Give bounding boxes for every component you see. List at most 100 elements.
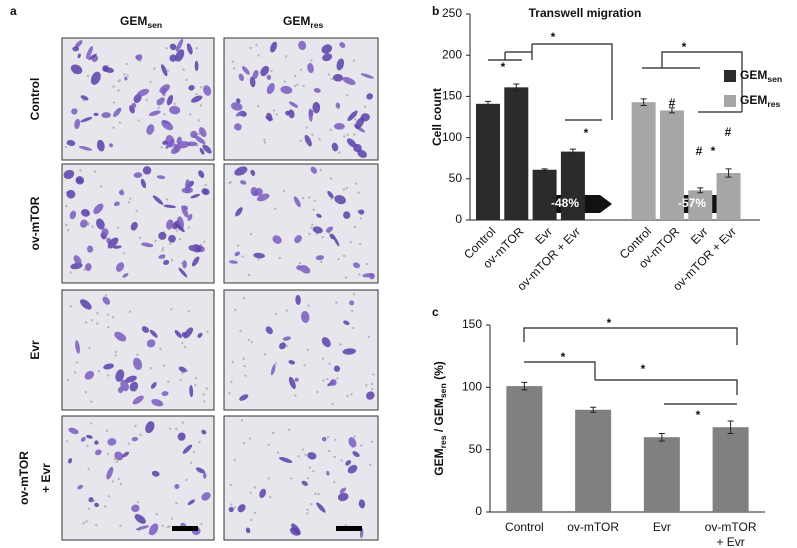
pore xyxy=(333,455,336,459)
cell xyxy=(63,169,75,179)
cell xyxy=(325,226,334,233)
cell xyxy=(142,166,152,175)
pore xyxy=(329,128,332,132)
cell xyxy=(131,102,137,109)
pore xyxy=(283,189,286,193)
pore xyxy=(250,518,253,522)
pore xyxy=(353,435,356,438)
pore xyxy=(183,345,187,349)
bracket xyxy=(523,327,738,345)
cell xyxy=(146,339,156,348)
pore xyxy=(175,229,179,232)
error-bar xyxy=(725,168,732,178)
pore xyxy=(83,268,86,272)
annotation: # xyxy=(696,144,703,158)
cell xyxy=(187,499,195,506)
pore xyxy=(97,369,101,373)
pore xyxy=(331,402,334,406)
pore xyxy=(283,80,287,83)
pore xyxy=(198,441,201,444)
cell xyxy=(321,44,333,54)
pore xyxy=(352,59,356,62)
cell xyxy=(96,139,105,152)
column-header-part: GEM xyxy=(120,14,147,28)
pore xyxy=(112,85,115,88)
pore xyxy=(85,520,88,523)
cell xyxy=(288,376,296,390)
pore xyxy=(314,492,317,495)
cell xyxy=(102,296,110,305)
cell xyxy=(334,195,346,205)
column-header: GEMsen xyxy=(120,14,162,30)
cell xyxy=(170,145,181,155)
pore xyxy=(336,377,339,380)
bracket xyxy=(504,43,613,120)
cell xyxy=(115,369,125,382)
cell xyxy=(109,143,113,148)
cell xyxy=(72,46,80,52)
micrograph xyxy=(61,415,215,541)
pore xyxy=(87,467,90,471)
pore xyxy=(106,313,110,317)
cell xyxy=(272,235,282,244)
pore xyxy=(350,309,354,313)
pore xyxy=(95,322,99,325)
cell xyxy=(90,71,101,85)
scale-bar xyxy=(172,526,198,531)
cell xyxy=(299,265,311,274)
pore xyxy=(170,308,173,311)
pore xyxy=(163,113,166,116)
pore xyxy=(306,348,309,352)
cell xyxy=(352,451,360,458)
pore xyxy=(306,508,309,511)
row-label-line: ov-mTOR xyxy=(17,451,31,505)
pore xyxy=(312,470,315,473)
annotation: -48% xyxy=(551,196,579,210)
legend-label-part: GEM xyxy=(740,68,767,82)
cell xyxy=(331,142,339,152)
pore xyxy=(159,347,162,351)
cell xyxy=(316,502,326,513)
cell xyxy=(329,379,337,386)
pore xyxy=(69,271,72,274)
pore xyxy=(308,196,311,199)
pore xyxy=(157,106,160,110)
cell xyxy=(117,386,124,394)
bar xyxy=(575,409,612,512)
cell xyxy=(201,492,211,501)
cell xyxy=(73,255,82,265)
pore xyxy=(234,308,237,312)
pore xyxy=(334,438,337,441)
pore xyxy=(320,260,323,263)
pore xyxy=(249,232,253,236)
cell xyxy=(185,179,191,194)
cell xyxy=(95,449,102,456)
cell xyxy=(161,64,168,77)
cell xyxy=(266,83,275,95)
cell xyxy=(146,124,155,135)
cell xyxy=(158,231,167,240)
y-tick-label: 200 xyxy=(442,47,462,61)
y-tick-label: 0 xyxy=(455,212,462,226)
cell xyxy=(198,127,207,138)
cell xyxy=(336,58,345,71)
bar xyxy=(712,427,749,512)
cell xyxy=(163,259,170,266)
cell xyxy=(237,504,246,513)
cell xyxy=(282,336,291,341)
cell xyxy=(342,348,356,355)
pore xyxy=(93,170,97,173)
cell xyxy=(253,252,265,259)
pore xyxy=(149,80,152,84)
cell xyxy=(71,108,78,115)
annotation: # xyxy=(725,125,732,139)
cell xyxy=(313,88,321,93)
cell xyxy=(254,187,263,196)
pore xyxy=(257,54,260,57)
pore xyxy=(169,242,172,246)
cell xyxy=(337,492,349,502)
annotation: * xyxy=(551,30,556,44)
pore xyxy=(119,482,123,486)
pore xyxy=(203,400,206,403)
pore xyxy=(86,444,89,448)
